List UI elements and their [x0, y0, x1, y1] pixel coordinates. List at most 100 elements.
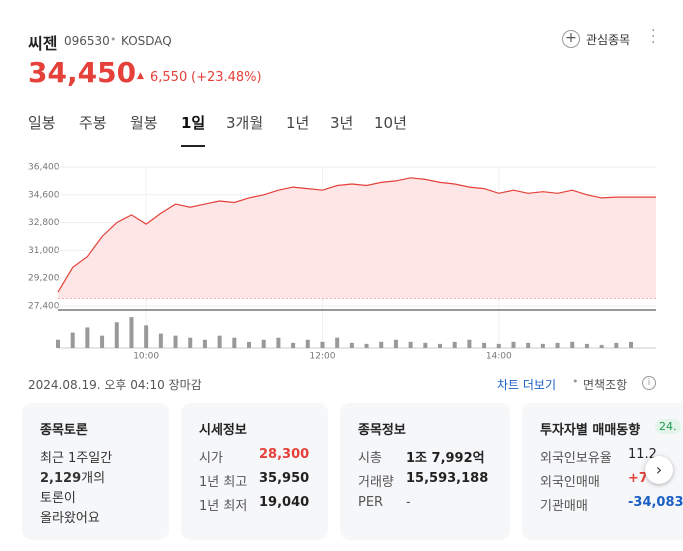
y-tick-label: 34,600 [28, 190, 60, 200]
card-title: 종목정보 [358, 423, 406, 438]
y-tick-label: 32,800 [28, 218, 60, 228]
x-tick-label: 14:00 [486, 352, 512, 362]
row-value: 28,300 [259, 447, 310, 462]
row-label: 외국인매매 [540, 475, 600, 490]
volume-bar [555, 342, 560, 348]
volume-bar [526, 342, 531, 348]
volume-bar [217, 335, 222, 348]
volume-bar [364, 343, 369, 348]
discussion-card[interactable]: 종목토론 최근 1주일간 2,129개의 토론이 올라왔어요 [22, 403, 169, 540]
volume-bar [305, 339, 310, 348]
card-title: 종목토론 [40, 423, 88, 438]
quote-card[interactable]: 시세정보 시가 28,300 1년 최고 35,950 1년 최저 19,040 [181, 403, 328, 540]
volume-bar [85, 327, 90, 348]
y-tick-label: 31,000 [28, 246, 60, 256]
chart-more-link[interactable]: 차트 더보기 [497, 378, 557, 392]
volume-bar [438, 343, 443, 348]
volume-bar [173, 335, 178, 348]
info-icon[interactable]: i [642, 376, 656, 390]
disclaimer-link[interactable]: 면책조항 [583, 378, 628, 392]
next-button[interactable]: › [645, 456, 673, 484]
card-text: 토론이 [40, 491, 76, 506]
volume-bar [144, 325, 149, 348]
price-area [58, 177, 656, 299]
volume-bar [496, 343, 501, 348]
period-tab[interactable]: 일봉 [28, 114, 56, 132]
stock-code: 096530 [64, 34, 110, 48]
volume-bar [261, 339, 266, 348]
timestamp: 2024.08.19. 오후 04:10 장마감 [28, 378, 202, 392]
period-tab[interactable]: 1일 [181, 112, 206, 147]
row-label: 기관매매 [540, 499, 588, 514]
volume-bar [423, 342, 428, 348]
volume-bar [320, 341, 325, 348]
period-tab[interactable]: 1년 [286, 114, 310, 132]
stock-name: 씨젠 [28, 34, 58, 53]
info-card[interactable]: 종목정보 시총 1조 7,992억 거래량 15,593,188 PER - [340, 403, 510, 540]
volume-bar [100, 335, 105, 348]
volume-bar [247, 341, 252, 348]
watch-button[interactable]: 관심종목 [586, 33, 631, 47]
period-tab[interactable]: 월봉 [130, 114, 158, 132]
period-tab[interactable]: 10년 [374, 114, 407, 132]
change-arrow: ▲ [137, 71, 144, 81]
volume-bar [614, 342, 619, 348]
y-tick-label: 29,200 [28, 274, 60, 284]
volume-bar [540, 343, 545, 348]
market: KOSDAQ [121, 34, 172, 48]
volume-bar [291, 342, 296, 348]
volume-bar [56, 339, 60, 348]
watch-icon[interactable]: + [562, 30, 580, 48]
badge: 24. [655, 419, 681, 434]
separator: • [572, 375, 579, 388]
row-value: 35,950 [259, 471, 310, 486]
row-label: 외국인보유율 [540, 451, 612, 466]
volume-bar [129, 317, 134, 348]
period-tab[interactable]: 3개월 [226, 114, 264, 132]
row-label: PER [358, 495, 384, 510]
volume-bar [276, 337, 281, 348]
row-label: 시총 [358, 451, 382, 466]
volume-bar [379, 341, 384, 348]
card-title: 시세정보 [199, 423, 247, 438]
row-label: 1년 최고 [199, 475, 248, 490]
x-tick-label: 10:00 [133, 352, 159, 362]
card-text: 개의 [81, 471, 106, 486]
volume-bar [188, 337, 193, 348]
volume-bar [349, 342, 354, 348]
count: 2,129 [40, 471, 82, 486]
card-text: 올라왔어요 [40, 511, 100, 526]
y-tick-label: 27,400 [28, 302, 60, 312]
volume-bar [232, 337, 237, 348]
volume-bar [467, 339, 472, 348]
period-tab[interactable]: 3년 [330, 114, 354, 132]
change: 6,550 [150, 70, 188, 85]
volume-bar [335, 337, 340, 348]
volume-bar [629, 341, 634, 348]
volume-bar [202, 339, 207, 348]
volume-bar [511, 341, 516, 348]
price-line [57, 177, 656, 293]
volume-bar [452, 341, 457, 348]
row-value: 19,040 [259, 495, 310, 510]
volume-bar [584, 343, 589, 348]
separator: • [110, 33, 117, 46]
volume-bar [393, 339, 398, 348]
volume-bar [408, 341, 413, 348]
volume-bar [114, 322, 119, 348]
row-label: 거래량 [358, 475, 394, 490]
price: 34,450 [28, 56, 137, 89]
y-tick-label: 36,400 [28, 163, 60, 173]
volume-bar [482, 342, 487, 348]
volume-bar [599, 344, 604, 348]
volume-bar [158, 333, 163, 348]
change-pct: (+23.48%) [191, 70, 262, 85]
card-text: 최근 1주일간 [40, 451, 113, 466]
period-tab[interactable]: 주봉 [79, 114, 107, 132]
menu-button[interactable]: · · · [651, 23, 656, 51]
card-title: 투자자별 매매동향 [540, 423, 641, 438]
volume-bar [70, 332, 75, 348]
row-label: 시가 [199, 451, 223, 466]
row-value: +7 [628, 471, 648, 486]
